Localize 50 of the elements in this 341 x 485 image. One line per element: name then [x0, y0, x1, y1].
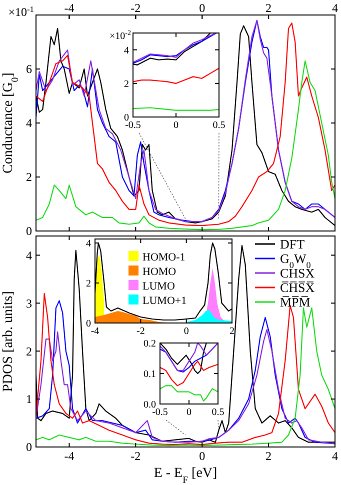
line-series: [36, 60, 335, 230]
y-tick-label: 0: [26, 224, 32, 238]
legend-label: LUMO+1: [142, 295, 187, 307]
legend-label: LUMO: [142, 280, 175, 292]
x2-tick-label: 0: [199, 1, 206, 15]
legend-label: HOMO: [142, 266, 176, 278]
y-tick-label: 1: [26, 392, 32, 406]
x-tick-label: 2: [230, 326, 234, 337]
y-tick-label: 2: [26, 170, 32, 184]
x-tick-label: 0.5: [212, 120, 226, 131]
legend-label: C̅H̅S̅X̅: [280, 280, 316, 295]
y-tick-label: 2: [124, 78, 129, 90]
annotation: ×10$^{-2}$: [110, 29, 132, 42]
line-series: [95, 242, 232, 321]
x-tick-label: 0: [184, 326, 189, 337]
x2-tick-label: 4: [332, 1, 338, 15]
legend-label: M̅P̅M̅: [280, 294, 311, 310]
x-tick-label: -4: [64, 449, 74, 463]
x-tick-label: -4: [90, 326, 100, 337]
y-axis-title: PDOS [arb. units]: [1, 291, 16, 392]
x2-tick-label: 2: [266, 1, 272, 15]
x-tick-label: 0: [186, 407, 192, 418]
x2-tick-label: -2: [130, 1, 141, 15]
y-tick-label: 2: [26, 344, 32, 358]
line-series: [160, 360, 218, 386]
line-series: [36, 328, 335, 444]
x-tick-label: 0: [199, 449, 206, 463]
y-tick-label: 4: [124, 45, 129, 56]
x-tick-label: -2: [136, 326, 145, 337]
x-tick-label: 0: [174, 120, 178, 131]
y-tick-label: 4: [26, 248, 32, 262]
y-tick-label: 3: [26, 296, 32, 310]
x-tick-label: 0.5: [212, 407, 224, 418]
text: ×10$^{-1}$: [8, 4, 34, 19]
x-tick-label: 2: [266, 449, 272, 463]
line-series: [160, 385, 218, 402]
y-tick-label: 0.2: [144, 338, 156, 350]
x2-tick-label: -4: [64, 1, 74, 15]
y-tick-label: 2: [86, 278, 91, 290]
x-tick-label: -2: [130, 449, 141, 463]
x-tick-label: 4: [332, 449, 338, 463]
x-axis-title: E - E$_{F}$ [eV]: [154, 466, 218, 485]
legend-label: DFT: [280, 236, 305, 252]
legend-label: G$_{0}$W$_{0}$: [280, 251, 312, 270]
y-tick-label: 6: [26, 62, 32, 76]
legend-label: HOMO-1: [142, 252, 186, 264]
y-tick-label: 0: [86, 318, 91, 330]
y-tick-label: 0.1: [144, 369, 156, 380]
line-series: [133, 68, 219, 84]
y-tick-label: 4: [86, 238, 91, 250]
